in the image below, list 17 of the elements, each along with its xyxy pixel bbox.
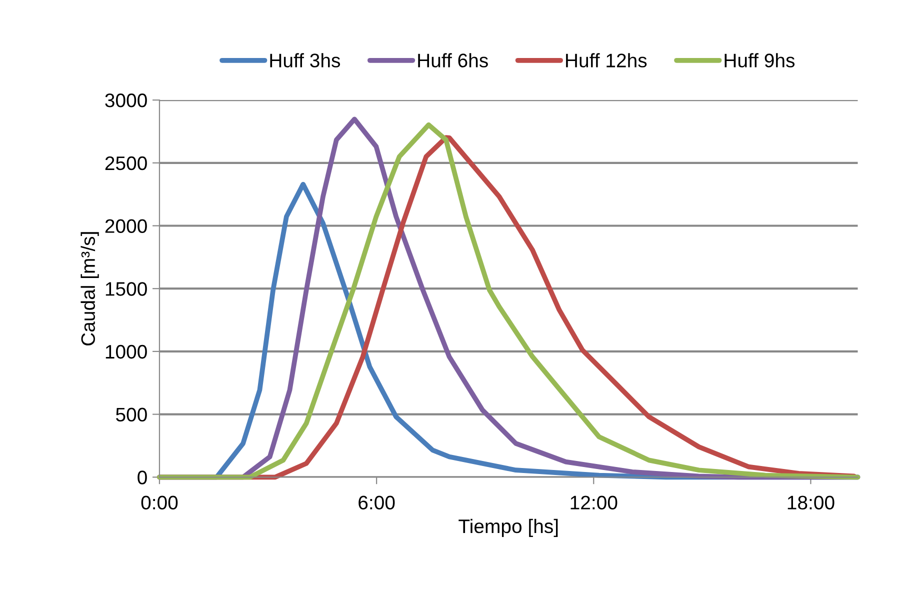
y-tick-label: 2000 bbox=[105, 219, 147, 233]
y-tick-label: 1500 bbox=[106, 282, 147, 296]
x-tick-label: 0:00 bbox=[141, 496, 178, 510]
legend-label: Huff 3hs bbox=[270, 53, 340, 68]
legend-label: Huff 12hs bbox=[566, 53, 647, 68]
y-tick-label: 500 bbox=[116, 408, 147, 422]
x-tick-label: 18:00 bbox=[788, 496, 834, 510]
y-axis-title: Caudal [m³/s] bbox=[80, 232, 99, 346]
x-tick-label: 6:00 bbox=[358, 496, 395, 510]
y-tick-label: 0 bbox=[138, 470, 147, 484]
y-tick-label: 3000 bbox=[105, 94, 147, 108]
x-axis-title: Tiempo [hs] bbox=[458, 518, 558, 538]
legend-label: Huff 9hs bbox=[724, 53, 795, 68]
legend-label: Huff 6hs bbox=[418, 53, 488, 68]
y-tick-label: 1000 bbox=[106, 344, 147, 359]
y-tick-label: 2500 bbox=[105, 156, 147, 170]
x-tick-label: 12:00 bbox=[570, 496, 618, 510]
